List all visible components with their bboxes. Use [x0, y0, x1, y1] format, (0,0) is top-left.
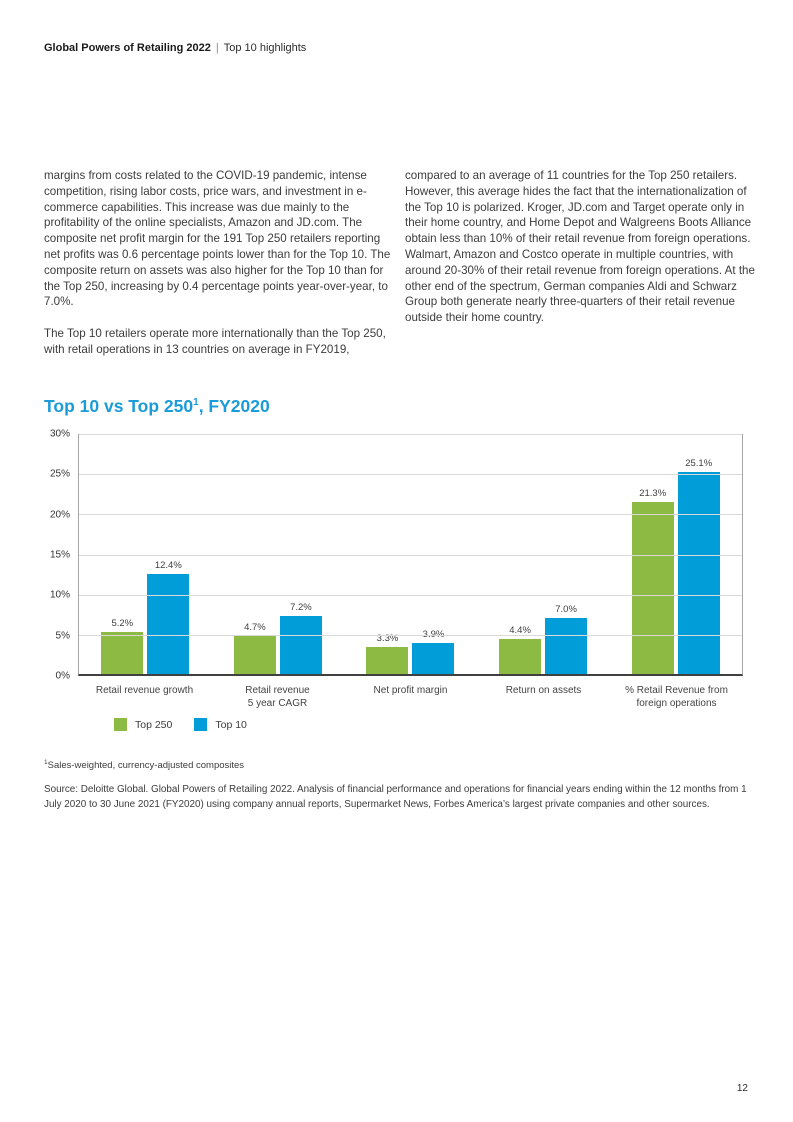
bar-value-label: 12.4%: [154, 559, 182, 571]
y-tick-label: 25%: [49, 468, 70, 480]
bar-with-label: 4.4%: [499, 624, 542, 674]
bar-with-label: 3.9%: [412, 628, 455, 674]
bar-value-label: 5.2%: [111, 618, 134, 630]
bar-top-10: [412, 642, 455, 674]
page-number: 12: [736, 1083, 748, 1094]
category-label: % Retail Revenue from foreign operations: [625, 685, 728, 709]
bar-group: 21.3% 25.1%: [631, 457, 720, 674]
chart-legend: Top 250 Top 10: [114, 718, 247, 731]
chart-title-footnote-marker: 1: [193, 397, 199, 409]
right-column: compared to an average of 11 countries f…: [405, 168, 763, 358]
footnote: 1Sales-weighted, currency-adjusted compo…: [44, 759, 244, 771]
legend-swatch-icon: [114, 718, 127, 731]
paragraph: The Top 10 retailers operate more intern…: [44, 327, 386, 356]
bar-group: 5.2% 12.4%: [101, 559, 190, 674]
bar-with-label: 3.3%: [366, 633, 409, 674]
bar-top-250: [366, 647, 409, 674]
legend-swatch-icon: [194, 718, 208, 731]
bar-group: 3.3% 3.9%: [366, 628, 455, 674]
footnote-marker: 1: [44, 759, 48, 766]
bar-value-label: 4.7%: [244, 622, 266, 634]
bar-with-label: 25.1%: [677, 457, 720, 674]
gridline: [79, 514, 742, 516]
gridline: [79, 554, 742, 556]
legend-item: Top 250: [114, 718, 172, 731]
chart-title-suffix: , FY2020: [198, 396, 270, 416]
bar-with-label: 5.2%: [101, 618, 144, 674]
left-column: margins from costs related to the COVID-…: [44, 168, 391, 358]
bar-with-label: 7.0%: [545, 603, 588, 674]
bar-group: 4.7% 7.2%: [233, 601, 322, 674]
bar-top-10: [545, 617, 588, 674]
bar-top-10: [279, 615, 322, 674]
chart-title: Top 10 vs Top 2501, FY2020: [44, 396, 270, 417]
category-label: Retail revenue 5 year CAGR: [245, 685, 310, 709]
gridline: [79, 594, 742, 596]
body-text: margins from costs related to the COVID-…: [44, 168, 763, 358]
bar-value-label: 3.9%: [422, 628, 445, 640]
y-tick-label: 15%: [49, 549, 70, 561]
section-title: Top 10 highlights: [223, 42, 307, 54]
bar-value-label: 21.3%: [639, 488, 667, 500]
report-title: Global Powers of Retailing 2022: [44, 42, 211, 54]
bar-with-label: 4.7%: [233, 622, 276, 674]
source-note: Source: Deloitte Global. Global Powers o…: [44, 784, 747, 810]
bar-with-label: 21.3%: [631, 488, 674, 674]
y-tick-label: 10%: [49, 589, 70, 601]
legend-label: Top 250: [135, 718, 173, 731]
bar-value-label: 4.4%: [509, 624, 531, 636]
y-tick-label: 20%: [49, 509, 70, 521]
bar-value-label: 7.2%: [290, 601, 312, 613]
category-label: Retail revenue growth: [95, 685, 194, 696]
y-tick-label: 30%: [49, 428, 70, 440]
bar-top-250: [101, 632, 144, 674]
bar-top-10: [677, 471, 720, 674]
y-tick-label: 5%: [55, 630, 70, 642]
bar-with-label: 12.4%: [147, 559, 190, 674]
chart-title-main: Top 10 vs Top 250: [44, 396, 194, 416]
paragraph: compared to an average of 11 countries f…: [405, 169, 755, 325]
paragraph: margins from costs related to the COVID-…: [44, 169, 391, 309]
legend-item: Top 10: [194, 718, 247, 731]
bar-value-label: 3.3%: [376, 633, 399, 645]
chart-plot: 5.2% 12.4% 4.7% 7.2% 3.3% 3.9% 4.4% 7.0% 21.3% 25…: [78, 433, 743, 676]
bar-groups: 5.2% 12.4% 4.7% 7.2% 3.3% 3.9% 4.4% 7.0% 21.3% 25…: [79, 434, 742, 674]
bar-top-250: [233, 636, 276, 674]
footnote-text: Sales-weighted, currency-adjusted compos…: [47, 760, 245, 772]
gridline: [79, 473, 742, 475]
page-header: Global Powers of Retailing 2022 | Top 10 h…: [44, 42, 306, 54]
bar-value-label: 25.1%: [685, 457, 713, 469]
y-tick-label: 0%: [55, 670, 70, 682]
header-separator: |: [215, 42, 219, 54]
category-label: Net profit margin: [373, 685, 448, 696]
bar-top-250: [631, 502, 674, 674]
bar-with-label: 7.2%: [279, 601, 322, 674]
bar-top-250: [499, 638, 542, 674]
bar-value-label: 7.0%: [555, 603, 577, 615]
gridline: [79, 635, 742, 637]
category-label: Return on assets: [505, 685, 582, 696]
bar-group: 4.4% 7.0%: [499, 603, 588, 674]
legend-label: Top 10: [215, 718, 247, 731]
bar-top-10: [147, 573, 190, 674]
x-axis-labels: Retail revenue growth Retail revenue 5 ye…: [78, 684, 743, 710]
gridline: [79, 433, 742, 435]
